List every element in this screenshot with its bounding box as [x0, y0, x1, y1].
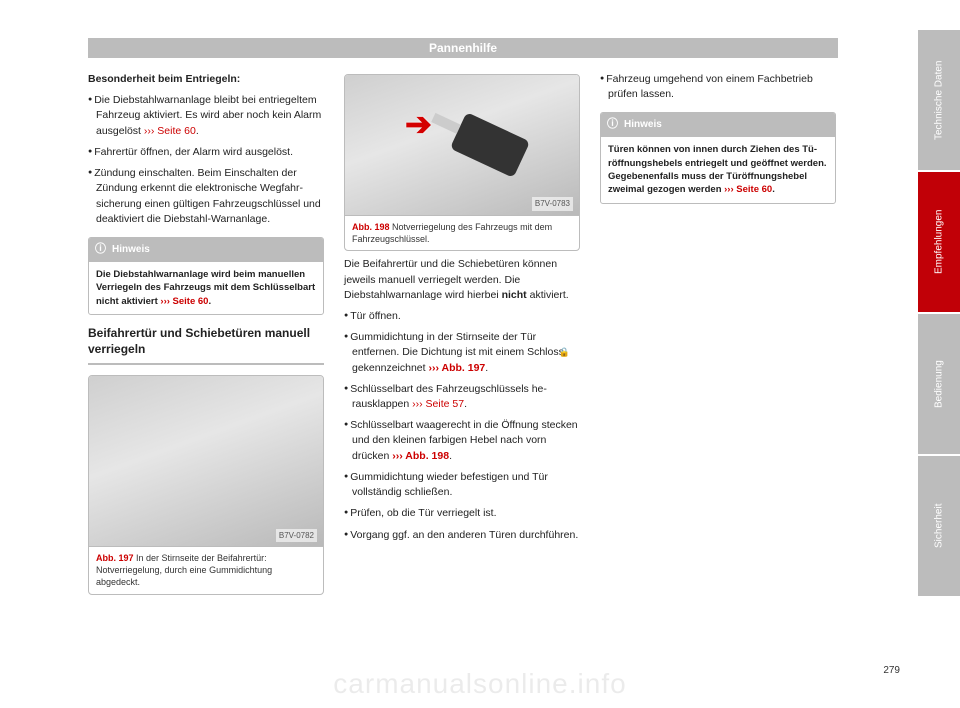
figure-cross-ref: ››› Abb. 198 [392, 450, 449, 462]
paragraph-heading: Besonderheit beim Entriegeln: [88, 72, 324, 87]
cross-ref: ››› Seite 57 [412, 398, 464, 410]
watermark: carmanualsonline.info [0, 668, 960, 700]
bullet-item: Gummidichtung wieder befestigen und Tür … [344, 470, 580, 500]
tab-bedienung[interactable]: Bedienung [918, 314, 960, 454]
hinweis-header: ⓘ Hinweis [601, 113, 835, 137]
bullet-item: Schlüsselbart des Fahrzeugschlüssels he­… [344, 382, 580, 412]
figure-image: B7V-0782 [89, 376, 323, 546]
lock-icon: 🔒 [567, 346, 570, 359]
text: Türen können von innen durch Ziehen des … [608, 144, 827, 195]
info-icon: ⓘ [607, 117, 618, 133]
hinweis-box: ⓘ Hinweis Die Diebstahlwarnanlage wird b… [88, 237, 324, 315]
bullet-item: Schlüsselbart waagerecht in die Öffnung … [344, 418, 580, 464]
bullet-item: Zündung einschalten. Beim Einschalten de… [88, 166, 324, 227]
bullet-item: Tür öffnen. [344, 309, 580, 324]
figure-caption: Abb. 197 In der Stirnseite der Beifahrer… [89, 546, 323, 593]
hinweis-box: ⓘ Hinweis Türen können von innen durch Z… [600, 112, 836, 203]
text: . [208, 296, 211, 307]
text: akti­viert. [527, 289, 569, 301]
text: . [196, 125, 199, 137]
bullet-item: Fahrzeug umgehend von einem Fachbe­trieb… [600, 72, 836, 102]
text: Gummidichtung in der Stirnseite der Tür … [350, 331, 567, 358]
hinweis-title: Hinweis [624, 118, 662, 133]
cross-ref: ››› Seite 60 [724, 184, 772, 195]
key-shape [450, 112, 530, 178]
arrow-icon: ➔ [405, 101, 432, 147]
text: . [772, 184, 775, 195]
image-code: B7V-0783 [532, 197, 573, 211]
text-columns: Besonderheit beim Entriegeln: Die Diebst… [88, 72, 838, 601]
tab-empfehlungen[interactable]: Empfehlungen [918, 172, 960, 312]
figure-image: ➔ B7V-0783 [345, 75, 579, 215]
hinweis-body: Türen können von innen durch Ziehen des … [601, 137, 835, 202]
figure-197: B7V-0782 Abb. 197 In der Stirnseite der … [88, 375, 324, 594]
bullet-item: Vorgang ggf. an den anderen Türen durch­… [344, 528, 580, 543]
figure-ref: Abb. 198 [352, 222, 390, 232]
info-icon: ⓘ [95, 242, 106, 258]
figure-ref: Abb. 197 [96, 553, 134, 563]
column-2: ➔ B7V-0783 Abb. 198 Notverriegelung des … [344, 72, 580, 601]
text: . [464, 398, 467, 410]
text: Schlüsselbart waagerecht in die Öffnung … [350, 419, 577, 461]
figure-caption: Abb. 198 Notverriegelung des Fahrzeugs m… [345, 215, 579, 250]
tab-sicherheit[interactable]: Sicherheit [918, 456, 960, 596]
text: gekennzeichnet [352, 362, 428, 374]
column-3: Fahrzeug umgehend von einem Fachbe­trieb… [600, 72, 836, 601]
hinweis-title: Hinweis [112, 243, 150, 258]
section-rule [88, 363, 324, 365]
bullet-item: Die Diebstahlwarnanlage bleibt bei entri… [88, 93, 324, 139]
text: . [485, 362, 488, 374]
section-heading: Beifahrertür und Schiebetüren manuell ve… [88, 325, 324, 357]
hinweis-body: Die Diebstahlwarnanlage wird beim manuel… [89, 262, 323, 314]
bold-text: nicht [502, 289, 527, 301]
text: Die Diebstahlwarnanlage bleibt bei entri… [94, 94, 321, 136]
text: . [449, 450, 452, 462]
bullet-item: Prüfen, ob die Tür verriegelt ist. [344, 506, 580, 521]
page-number: 279 [883, 665, 900, 676]
section-title-band: Pannenhilfe [88, 38, 838, 58]
cross-ref: ››› Seite 60 [160, 296, 208, 307]
cross-ref: ››› Seite 60 [144, 125, 196, 137]
tab-technische-daten[interactable]: Technische Daten [918, 30, 960, 170]
figure-cross-ref: ››› Abb. 197 [428, 362, 485, 374]
bullet-item: Gummidichtung in der Stirnseite der Tür … [344, 330, 580, 376]
page: Pannenhilfe Besonderheit beim Entriegeln… [0, 0, 960, 708]
side-tabs: Technische Daten Empfehlungen Bedienung … [918, 0, 960, 708]
hinweis-header: ⓘ Hinweis [89, 238, 323, 262]
paragraph: Die Beifahrertür und die Schiebetüren kö… [344, 257, 580, 303]
bullet-item: Fahrertür öffnen, der Alarm wird ausgelö… [88, 145, 324, 160]
column-1: Besonderheit beim Entriegeln: Die Diebst… [88, 72, 324, 601]
figure-198: ➔ B7V-0783 Abb. 198 Notverriegelung des … [344, 74, 580, 251]
image-code: B7V-0782 [276, 529, 317, 543]
